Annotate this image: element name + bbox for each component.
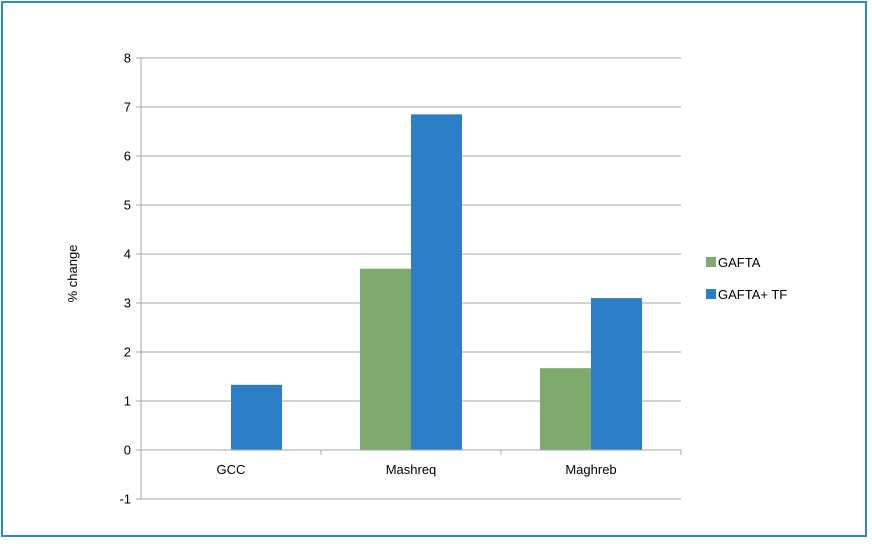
- axes: [136, 57, 682, 500]
- y-tick-label: 5: [124, 198, 131, 213]
- legend-swatch: [706, 257, 716, 267]
- x-tick-label: Maghreb: [565, 462, 616, 477]
- y-tick-label: 8: [124, 51, 131, 66]
- y-tick-label: 6: [124, 149, 131, 164]
- bar-gafta-mashreq: [360, 268, 411, 450]
- x-tick-label: Mashreq: [386, 462, 437, 477]
- y-tick-label: -1: [119, 492, 131, 507]
- y-tick-label: 3: [124, 296, 131, 311]
- y-tick-label: 2: [124, 345, 131, 360]
- bar-gafta-tf-gcc: [231, 384, 282, 450]
- y-tick-label: 4: [124, 247, 131, 262]
- bar-gafta-maghreb: [540, 368, 591, 450]
- chart-frame: -1 0 1 2 3 4 5 6 7 8 GCC Mashreq Maghreb % change G…: [1, 1, 867, 537]
- legend: GAFTA GAFTA+ TF: [706, 255, 787, 302]
- legend-label: GAFTA+ TF: [718, 287, 787, 302]
- y-tick-label: 0: [124, 443, 131, 458]
- bar-chart: -1 0 1 2 3 4 5 6 7 8 GCC Mashreq Maghreb % change G…: [65, 51, 787, 507]
- y-axis-label: % change: [65, 245, 80, 303]
- x-tick-label: GCC: [217, 462, 246, 477]
- x-tick-labels: GCC Mashreq Maghreb: [217, 462, 617, 477]
- bars: [231, 114, 642, 450]
- bar-gafta-tf-maghreb: [591, 298, 642, 450]
- bar-gafta-tf-mashreq: [411, 114, 462, 450]
- y-tick-label: 7: [124, 100, 131, 115]
- legend-label: GAFTA: [718, 255, 761, 270]
- y-tick-labels: -1 0 1 2 3 4 5 6 7 8: [119, 51, 131, 507]
- y-tick-label: 1: [124, 394, 131, 409]
- legend-swatch: [706, 289, 716, 299]
